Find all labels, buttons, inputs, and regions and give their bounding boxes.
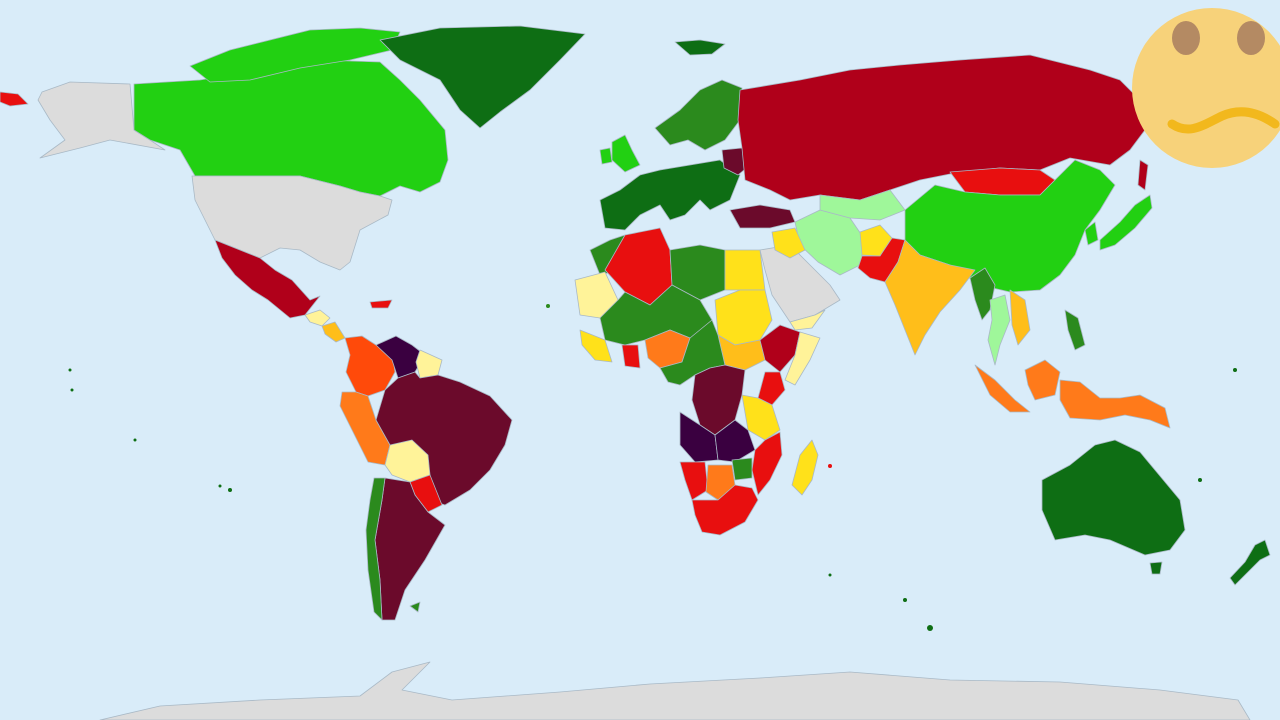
island — [228, 488, 232, 492]
west-africa-coast — [579, 329, 613, 363]
kenya — [757, 371, 786, 406]
island — [218, 484, 222, 488]
madagascar — [791, 439, 819, 496]
tasmania — [1149, 561, 1163, 575]
greenland — [379, 25, 586, 129]
ghana-region — [621, 344, 641, 369]
island — [1198, 478, 1202, 482]
thailand — [987, 294, 1011, 366]
iceland — [674, 39, 726, 56]
alaska — [37, 81, 166, 159]
island — [828, 573, 832, 577]
island — [1233, 368, 1237, 372]
island — [903, 598, 907, 602]
sakhalin — [1137, 159, 1149, 191]
philippines — [1064, 309, 1086, 351]
namibia — [679, 461, 709, 501]
mexico — [214, 239, 321, 319]
australia — [1041, 439, 1186, 556]
antarctica — [99, 661, 1251, 720]
central-asia — [819, 189, 906, 221]
vietnam — [1009, 289, 1031, 346]
island — [927, 625, 933, 631]
canada — [133, 59, 449, 197]
russia — [737, 54, 1146, 201]
new-zealand — [1229, 539, 1271, 586]
borneo — [1024, 359, 1061, 401]
island — [828, 464, 832, 468]
mozambique — [751, 431, 783, 496]
island — [68, 368, 72, 372]
south-africa — [691, 484, 759, 536]
island — [546, 304, 550, 308]
sad-face-icon — [1132, 8, 1280, 168]
frown-mouth — [1167, 107, 1280, 134]
egypt — [724, 249, 766, 291]
indonesia-sumatra — [974, 364, 1031, 413]
caribbean-island — [369, 299, 393, 309]
indonesia-east — [1059, 379, 1171, 429]
island — [133, 438, 137, 442]
central-america-east — [321, 321, 346, 343]
right-eye — [1237, 21, 1265, 55]
japan — [1099, 194, 1153, 251]
myanmar — [969, 267, 996, 321]
hawaii — [0, 91, 29, 107]
left-eye — [1172, 21, 1200, 55]
falkland-islands — [409, 601, 421, 613]
chile — [365, 477, 386, 621]
iraq-region — [771, 227, 806, 259]
dr-congo — [691, 364, 746, 436]
island — [70, 388, 74, 392]
central-america-west — [304, 309, 331, 327]
pacific-islands — [68, 304, 1237, 631]
yemen — [789, 309, 826, 331]
zimbabwe — [731, 457, 753, 481]
india — [884, 239, 976, 356]
korea — [1084, 221, 1099, 246]
arabian-peninsula — [759, 244, 841, 323]
mongolia — [949, 167, 1056, 196]
west-europe — [599, 159, 741, 231]
somalia — [784, 331, 821, 386]
ireland — [599, 147, 613, 165]
